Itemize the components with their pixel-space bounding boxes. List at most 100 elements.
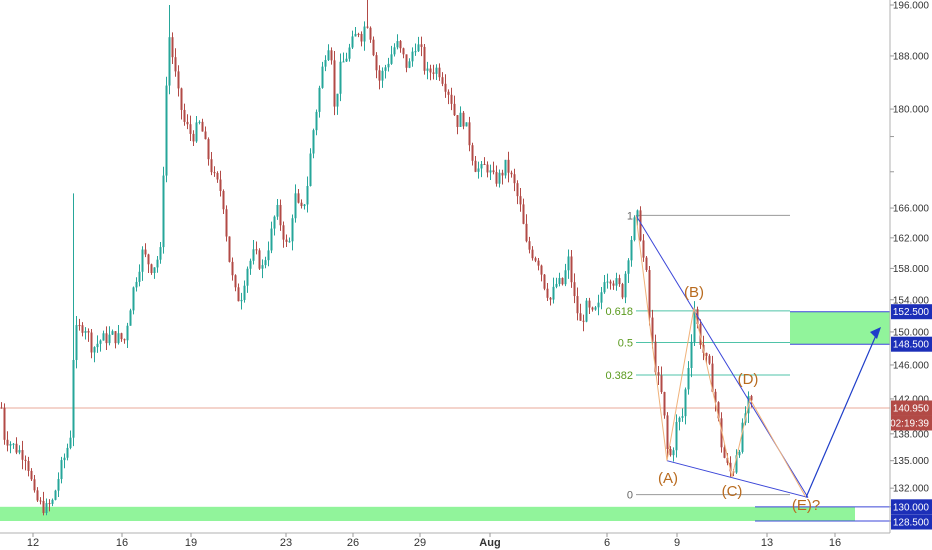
candle-up [741,422,744,452]
candle-up [99,340,102,344]
candle-down [582,320,585,322]
price-tick-label: 188.000 [893,51,930,62]
candle-down [228,236,231,262]
candle-down [654,341,657,373]
candle-down [42,500,45,513]
candle-down [15,443,18,453]
candle-up [603,282,606,293]
candle-up [309,153,312,186]
candle-up [552,286,555,300]
candle-down [207,139,210,160]
candles-layer [0,0,753,516]
wave-path [635,215,807,498]
candle-up [246,268,249,286]
candle-up [498,172,501,184]
price-tick-label: 138.000 [893,429,930,440]
candle-up [636,210,639,218]
candle-up [735,455,738,473]
candle-down [669,449,672,456]
candle-down [438,67,441,78]
candle-down [714,391,717,403]
price-axis[interactable]: 132.000 135.000 138.000 142.000 146.000 150.0… [890,0,932,533]
candle-down [231,261,234,276]
candle-down [279,204,282,226]
candle-up [141,249,144,272]
candle-down [486,164,489,173]
candle-down [717,402,720,419]
candle-down [48,503,51,505]
candle-down [150,264,153,273]
candle-down [30,470,33,480]
candle-down [357,33,360,35]
candle-up [690,341,693,369]
wave-label-B: (B) [684,284,704,301]
candle-up [417,44,420,52]
candle-up [168,37,171,86]
candle-up [93,347,96,353]
fib-label-0.382: 0.382 [605,370,633,382]
candle-up [303,204,306,207]
candle-down [519,196,522,205]
candle-down [402,48,405,55]
candle-up [687,368,690,390]
support-bottom-badge: 128.500 [893,518,930,529]
candle-down [543,274,546,289]
candle-down [501,172,504,176]
candle-up [69,437,72,448]
candle-down [432,72,435,74]
candle-down [177,71,180,89]
candle-up [354,33,357,37]
candle-down [210,159,213,173]
candle-up [129,310,132,326]
candle-down [171,37,174,58]
candle-down [657,372,660,376]
price-tick-label: 132.000 [893,484,930,495]
candle-up [387,63,390,68]
price-tick-label: 158.000 [893,264,930,275]
candle-down [258,250,261,269]
candle-down [36,490,39,501]
candle-up [384,67,387,71]
candle-down [219,179,222,191]
fib-label-0.618: 0.618 [605,306,633,318]
candle-up [459,112,462,127]
support-top-badge-bg [891,499,932,515]
candle-down [549,297,552,300]
target-zone [790,311,890,345]
candle-down [21,450,24,460]
candle-up [156,259,159,268]
candle-down [648,270,651,318]
candle-down [537,260,540,266]
candle-down [114,331,117,344]
candle-up [66,447,69,458]
fibonacci-retracement: 1 0.618 0.5 0.382 0 [605,210,790,502]
candle-down [534,258,537,261]
candle-down [429,68,432,73]
candle-up [288,241,291,243]
candle-up [594,307,597,310]
candle-down [471,145,474,161]
candle-up [324,60,327,67]
candle-up [315,111,318,131]
candle-up [426,68,429,71]
candle-down [405,54,408,68]
fib-label-0.5: 0.5 [618,338,633,350]
candle-up [12,443,15,445]
candle-down [27,460,30,471]
candle-down [540,265,543,275]
wave-label-C: (C) [722,483,743,500]
candle-down [645,257,648,271]
candle-up [615,278,618,286]
time-axis[interactable]: 12 16 19 23 26 29 Aug 6 9 13 16 [27,533,841,549]
candle-up [51,499,54,504]
candle-up [693,309,696,342]
support-zone [0,506,855,521]
candle-down [711,363,714,392]
price-tick-label: 146.000 [893,360,930,371]
candle-up [738,451,741,456]
candle-down [441,77,444,84]
lower-target-badge: 148.500 [893,340,930,351]
candle-down [39,500,42,502]
candle-down [420,44,423,47]
candle-up [624,273,627,298]
